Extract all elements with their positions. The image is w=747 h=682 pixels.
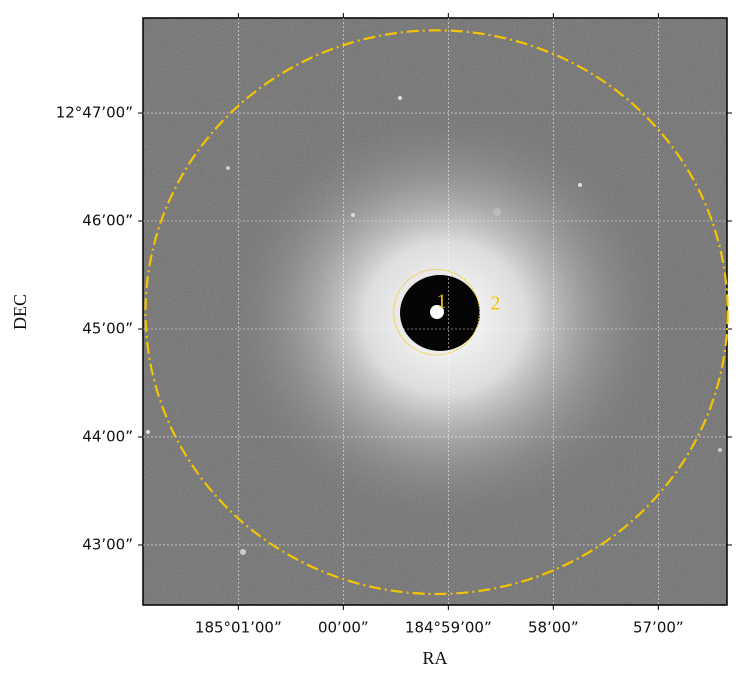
- y-tick-label: 43’00”: [82, 535, 133, 553]
- region: [144, 29, 729, 596]
- x-tick-label: 57’00”: [633, 619, 684, 637]
- x-tick-label: 184°59’00”: [405, 619, 492, 637]
- x-tick-label: 185°01’00”: [195, 619, 282, 637]
- region-label: 1: [437, 291, 447, 313]
- x-axis-label: RA: [422, 648, 447, 668]
- y-tick-label: 12°47’00”: [56, 104, 133, 122]
- y-tick-label: 45’00”: [82, 319, 133, 337]
- region-label: 2: [490, 293, 500, 315]
- sky-image: [143, 18, 727, 605]
- x-tick-label: 58’00”: [528, 619, 579, 637]
- y-axis-label: DEC: [10, 294, 30, 330]
- y-tick-label: 46’00”: [82, 212, 133, 230]
- y-tick-label: 44’00”: [82, 427, 133, 445]
- region: [393, 268, 480, 356]
- x-tick-label: 00’00”: [318, 619, 369, 637]
